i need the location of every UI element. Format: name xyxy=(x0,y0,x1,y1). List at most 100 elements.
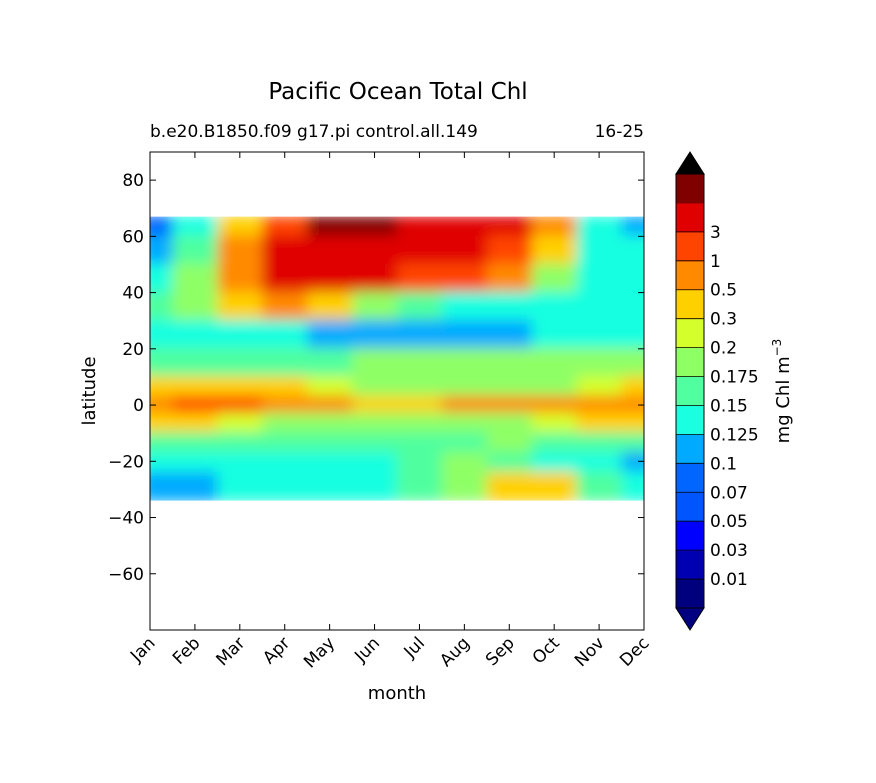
heatmap-cell xyxy=(486,471,533,501)
heatmap-cell xyxy=(352,375,398,398)
heatmap-cell xyxy=(172,235,219,266)
heatmap-cell xyxy=(397,471,443,501)
colorbar-segment xyxy=(676,463,704,493)
colorbar-tick-label: 0.175 xyxy=(710,368,759,388)
heatmap-cell xyxy=(307,319,354,350)
heatmap-cell xyxy=(150,451,174,474)
heatmap-cell xyxy=(441,395,488,415)
heatmap-cell xyxy=(576,216,623,238)
heatmap-cell xyxy=(441,291,488,322)
heatmap-cell xyxy=(441,375,488,398)
heatmap-cell xyxy=(352,471,398,501)
heatmap-cell xyxy=(621,395,644,415)
heatmap-cell xyxy=(352,347,398,378)
heatmap-cell xyxy=(172,471,219,501)
x-tick-label: Aug xyxy=(436,633,474,671)
colorbar-segment xyxy=(676,550,704,580)
heatmap-cell xyxy=(397,319,443,350)
heatmap-cell xyxy=(397,347,443,378)
heatmap-cell xyxy=(621,263,644,294)
x-tick-label: Apr xyxy=(259,633,294,668)
colorbar-tick-label: 0.5 xyxy=(710,281,737,301)
x-tick-label: Feb xyxy=(169,633,204,668)
heatmap-cell xyxy=(621,319,644,350)
heatmap-cell xyxy=(217,432,264,454)
heatmap-cell xyxy=(217,395,264,415)
heatmap-cell xyxy=(172,375,219,398)
x-tick-label: Jul xyxy=(400,633,429,662)
colorbar-tick-label: 3 xyxy=(710,223,721,243)
heatmap-cell xyxy=(307,235,354,266)
heatmap-cell xyxy=(486,395,533,415)
colorbar-segment xyxy=(676,405,704,435)
y-tick-label: 40 xyxy=(122,284,144,304)
heatmap-cell xyxy=(621,347,644,378)
heatmap-cell xyxy=(441,263,488,294)
colorbar-tick-label: 0.03 xyxy=(710,541,748,561)
y-tick-label: 60 xyxy=(122,227,144,247)
chart-subtitle-left: b.e20.B1850.f09 g17.pi control.all.149 xyxy=(150,122,478,142)
heatmap-cell xyxy=(621,412,644,435)
heatmap-cell xyxy=(217,412,264,435)
heatmap-cell xyxy=(150,216,174,238)
heatmap-cell xyxy=(621,375,644,398)
chart-subtitle-right: 16-25 xyxy=(595,122,644,142)
heatmap-cell xyxy=(486,451,533,474)
heatmap-cell xyxy=(486,235,533,266)
x-axis-label: month xyxy=(368,683,426,704)
heatmap-cell xyxy=(576,375,623,398)
x-tick-label: Mar xyxy=(213,633,250,670)
heatmap-cell xyxy=(397,412,443,435)
heatmap-cell xyxy=(262,395,309,415)
colorbar-tick-label: 0.125 xyxy=(710,425,759,445)
colorbar-tick-label: 0.07 xyxy=(710,483,748,503)
heatmap-cell xyxy=(486,291,533,322)
heatmap-cell xyxy=(352,235,398,266)
heatmap-cell xyxy=(307,432,354,454)
heatmap-cell xyxy=(150,235,174,266)
heatmap-cell xyxy=(576,432,623,454)
heatmap-cell xyxy=(352,291,398,322)
colorbar-tick-label: 1 xyxy=(710,252,721,272)
heatmap-cell xyxy=(217,375,264,398)
colorbar-segment xyxy=(676,492,704,522)
colorbar-segment xyxy=(676,434,704,464)
heatmap-cell xyxy=(307,412,354,435)
heatmap-cell xyxy=(262,432,309,454)
heatmap-cell xyxy=(262,375,309,398)
heatmap-cell xyxy=(150,263,174,294)
colorbar-segment xyxy=(676,376,704,406)
heatmap-cell xyxy=(262,291,309,322)
heatmap-cell xyxy=(576,319,623,350)
colorbar-tick-label: 0.2 xyxy=(710,339,737,359)
heatmap-cell xyxy=(441,216,488,238)
heatmap-cell xyxy=(397,216,443,238)
y-tick-label: 80 xyxy=(122,171,144,191)
heatmap-cell xyxy=(172,395,219,415)
heatmap-cell xyxy=(217,451,264,474)
y-tick-label: 0 xyxy=(133,396,144,416)
heatmap-cell xyxy=(217,216,264,238)
heatmap-cell xyxy=(531,216,578,238)
heatmap-cell xyxy=(217,347,264,378)
colorbar-segment xyxy=(676,347,704,378)
heatmap-cell xyxy=(576,395,623,415)
heatmap-cell xyxy=(217,471,264,501)
heatmap-cell xyxy=(307,347,354,378)
heatmap-cell xyxy=(576,471,623,501)
heatmap-cell xyxy=(217,291,264,322)
heatmap-cell xyxy=(621,432,644,454)
heatmap-cell xyxy=(486,432,533,454)
heatmap-cell xyxy=(172,347,219,378)
heatmap-cell xyxy=(172,412,219,435)
y-tick-label: −60 xyxy=(108,565,144,585)
heatmap-cell xyxy=(441,432,488,454)
heatmap-cell xyxy=(397,395,443,415)
heatmap-cell xyxy=(531,235,578,266)
heatmap-cell xyxy=(486,347,533,378)
heatmap-cell xyxy=(621,291,644,322)
x-tick-label: May xyxy=(300,633,339,672)
heatmap-cell xyxy=(262,319,309,350)
heatmap-cell xyxy=(352,263,398,294)
